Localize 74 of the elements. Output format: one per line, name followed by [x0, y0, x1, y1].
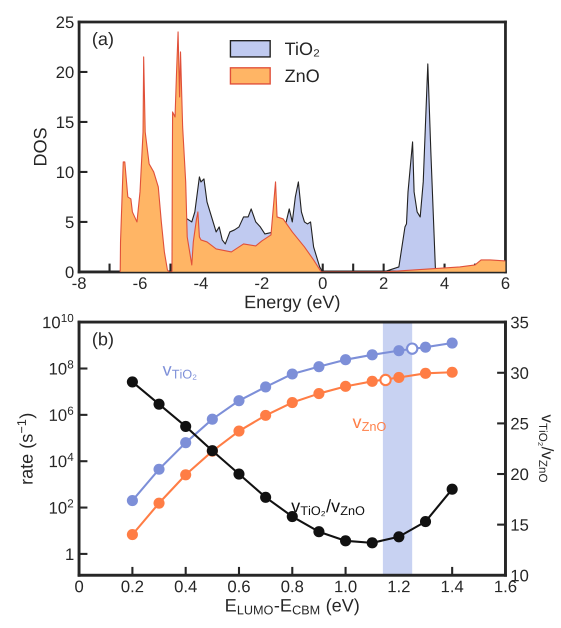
point — [313, 388, 324, 400]
x-tick-label: 2 — [380, 277, 388, 289]
y2-tick-label: 10 — [512, 570, 528, 582]
point — [180, 437, 192, 448]
point — [446, 337, 458, 349]
y-tick-label: 10$^{10}$ — [43, 314, 74, 328]
point — [260, 410, 272, 421]
point — [313, 361, 324, 372]
y-tick-label: 10$^{6}$ — [50, 406, 74, 422]
point — [366, 376, 378, 387]
x-tick-label: 0 — [318, 277, 327, 290]
x-axis-title: E$_{LUMO}$-E$_{CBM}$ (eV) — [226, 598, 359, 616]
point — [446, 366, 458, 378]
y-tick-label: 5 — [66, 216, 74, 228]
point — [126, 495, 138, 506]
y-tick-label: 25 — [56, 16, 74, 28]
point — [233, 426, 245, 437]
point — [260, 381, 272, 393]
legend-label: ZnO — [285, 69, 319, 82]
y-tick-label: 0 — [66, 266, 74, 278]
y2-tick-label: 25 — [511, 418, 528, 430]
point — [340, 354, 352, 366]
point — [153, 464, 165, 475]
y-tick-label: 10 — [56, 166, 74, 178]
y-tick-label: 10$^{2}$ — [50, 499, 74, 514]
series-label: v$_{ZnO}$ — [352, 418, 386, 431]
x-tick-label: -2 — [255, 277, 268, 289]
x-tick-label: 0.4 — [174, 580, 197, 592]
point — [379, 374, 392, 386]
y-tick-label: 20 — [56, 66, 74, 78]
x-tick-label: 4 — [440, 277, 449, 289]
point — [406, 342, 418, 355]
x-tick-label: 1.0 — [335, 580, 357, 592]
x-tick-label: 1.4 — [442, 580, 464, 592]
point — [206, 414, 218, 425]
point — [420, 368, 432, 379]
x-tick-label: 6 — [502, 277, 510, 290]
x-tick-label: 1.2 — [388, 580, 410, 592]
x-tick-label: 0.2 — [121, 580, 144, 592]
x-tick-label: -4 — [194, 277, 208, 289]
y-tick-label: 10$^{8}$ — [50, 360, 74, 375]
y2-tick-label: 15 — [512, 519, 528, 531]
point — [153, 498, 165, 509]
point — [393, 345, 404, 356]
y2-axis-title: v$_{TiO₂}$/v$_{ZnO}$ — [538, 414, 554, 482]
x-tick-label: 0.6 — [228, 580, 250, 592]
point — [286, 368, 298, 380]
y2-tick-label: 30 — [510, 367, 528, 379]
x-tick-label: -8 — [72, 277, 86, 290]
point — [180, 469, 192, 480]
x-tick-label: 0 — [75, 580, 84, 592]
point — [233, 395, 245, 406]
y-axis-title: DOS — [34, 128, 47, 166]
annotation: (b) — [93, 332, 113, 350]
point — [420, 342, 432, 353]
text: v$_{TiO₂}$ — [162, 366, 196, 380]
y-axis-title: rate (s$^{−1}$) — [17, 414, 36, 484]
point — [286, 396, 298, 408]
point — [126, 529, 138, 540]
x-tick-label: 0.8 — [281, 580, 304, 592]
point — [366, 349, 378, 360]
y2-tick-label: 35 — [510, 316, 528, 328]
x-axis-title: Energy (eV) — [246, 295, 340, 312]
legend-label: TiO₂ — [285, 42, 320, 57]
y-tick-label: 10$^{4}$ — [50, 452, 74, 468]
annotation: (a) — [93, 32, 113, 49]
x-tick-label: -6 — [133, 277, 147, 290]
y2-tick-label: 20 — [511, 468, 528, 480]
y-tick-label: 15 — [56, 116, 74, 128]
y-tick-label: 1 — [66, 548, 74, 560]
series-label: v$_{TiO₂}$/v$_{ZnO}$ — [291, 499, 364, 516]
point — [393, 372, 404, 384]
x-tick-label: 1.6 — [495, 580, 516, 592]
point — [340, 380, 352, 392]
